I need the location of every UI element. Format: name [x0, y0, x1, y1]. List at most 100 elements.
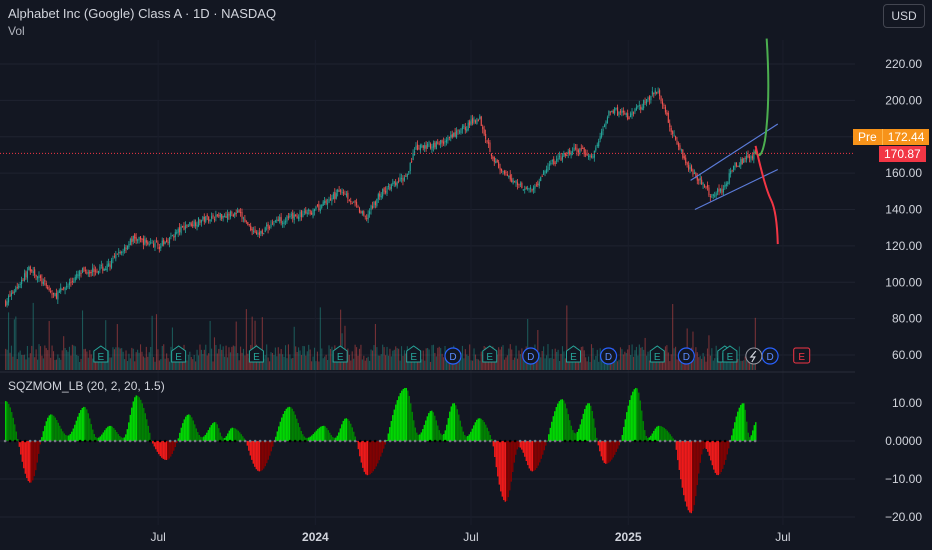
volume-bar [740, 360, 742, 370]
volume-bar [590, 344, 593, 370]
bearish-projection-curve[interactable] [754, 145, 779, 245]
candle [66, 286, 68, 288]
squeeze-dot [118, 439, 122, 443]
candle [458, 131, 461, 133]
candle [614, 108, 616, 114]
volume-bar [647, 351, 649, 370]
momentum-bar [105, 428, 107, 441]
premarket-label: Pre [853, 129, 882, 145]
candle [57, 292, 59, 300]
dividend-marker[interactable]: D [761, 347, 779, 365]
squeeze-dot [743, 439, 747, 443]
time-axis-label: Jul [775, 530, 790, 544]
momentum-bar [543, 441, 545, 451]
momentum-bar [470, 431, 472, 441]
volume-bar [10, 345, 13, 370]
dividend-marker[interactable]: D [444, 347, 462, 365]
dividend-marker[interactable]: D [677, 347, 695, 365]
earnings-marker[interactable]: E [482, 345, 498, 363]
candle [544, 171, 546, 173]
earnings-marker[interactable]: E [93, 345, 109, 363]
candle [189, 222, 191, 225]
momentum-bar [66, 435, 68, 441]
earnings-marker[interactable]: E [248, 345, 264, 363]
volume-bar [476, 358, 478, 370]
earnings-marker-label: E [727, 352, 734, 363]
dividend-marker[interactable]: D [599, 347, 618, 365]
earnings-marker[interactable]: E [406, 345, 422, 363]
candle [628, 117, 630, 119]
volume-bar [215, 344, 217, 370]
bullish-projection-curve[interactable] [754, 38, 770, 157]
momentum-bar [503, 441, 505, 501]
momentum-bar [600, 441, 602, 457]
candle [344, 193, 346, 195]
candle [480, 116, 482, 127]
split-marker[interactable] [745, 347, 763, 365]
candle [499, 167, 501, 171]
squeeze-dot [708, 439, 712, 443]
earnings-marker[interactable]: E [649, 345, 665, 363]
volume-bar [154, 361, 156, 370]
momentum-bar [71, 431, 73, 441]
momentum-bar [38, 441, 40, 454]
momentum-bar [744, 409, 746, 441]
momentum-bar [287, 407, 289, 441]
volume-bar [527, 318, 529, 370]
squeeze-dot [373, 439, 377, 443]
candle [71, 280, 73, 282]
candle [567, 151, 569, 154]
momentum-bar [77, 416, 79, 441]
volume-legend[interactable]: Vol [8, 24, 25, 38]
volume-bar [595, 355, 597, 370]
volume-bar [348, 354, 350, 370]
earnings-marker[interactable]: E [722, 345, 738, 363]
momentum-bar [437, 425, 439, 441]
candle [622, 110, 624, 113]
currency-button[interactable]: USD [883, 4, 925, 28]
dividend-marker[interactable]: D [522, 347, 540, 365]
candle [41, 278, 43, 284]
volume-bar [576, 361, 578, 370]
candle [393, 181, 395, 184]
symbol-title[interactable]: Alphabet Inc (Google) Class A · 1D · NAS… [8, 6, 277, 21]
volume-bar [224, 356, 226, 370]
momentum-bar [411, 411, 413, 441]
earnings-marker[interactable]: E [332, 345, 348, 363]
momentum-bar [158, 441, 160, 455]
volume-bar [79, 361, 81, 370]
squeeze-dot [568, 439, 572, 443]
candle [609, 111, 611, 113]
drawings[interactable] [0, 38, 855, 245]
earnings-marker[interactable]: E [566, 345, 582, 363]
candle [540, 177, 542, 182]
momentum-bar [318, 427, 320, 441]
squeeze-dot [723, 439, 727, 443]
momentum-bar [699, 441, 701, 463]
upcoming-earnings-marker[interactable]: E [793, 347, 811, 364]
indicator-title[interactable]: SQZMOM_LB (20, 2, 20, 1.5) [8, 379, 165, 393]
candle [680, 149, 682, 151]
volume-bar [632, 356, 635, 370]
momentum-bar [132, 401, 134, 441]
volume-bar [440, 348, 442, 370]
candle [160, 246, 162, 249]
momentum-bar [284, 410, 286, 441]
momentum-bar [522, 441, 524, 453]
volume-bar [306, 351, 308, 370]
channel-upper-line[interactable] [690, 123, 779, 181]
momentum-bar [561, 399, 563, 441]
volume-bar [693, 359, 695, 370]
candle [67, 285, 69, 287]
volume-bar [519, 354, 521, 370]
volume-bar [5, 348, 7, 370]
earnings-marker[interactable]: E [171, 345, 187, 363]
event-markers[interactable]: EEEEEEEEEEDDDDDE [93, 345, 811, 365]
momentum-bar [605, 441, 607, 464]
momentum-bar [185, 416, 187, 441]
momentum-bar [63, 433, 65, 441]
candle [712, 194, 714, 196]
candle [454, 132, 456, 137]
earnings-marker-shape [171, 345, 187, 363]
